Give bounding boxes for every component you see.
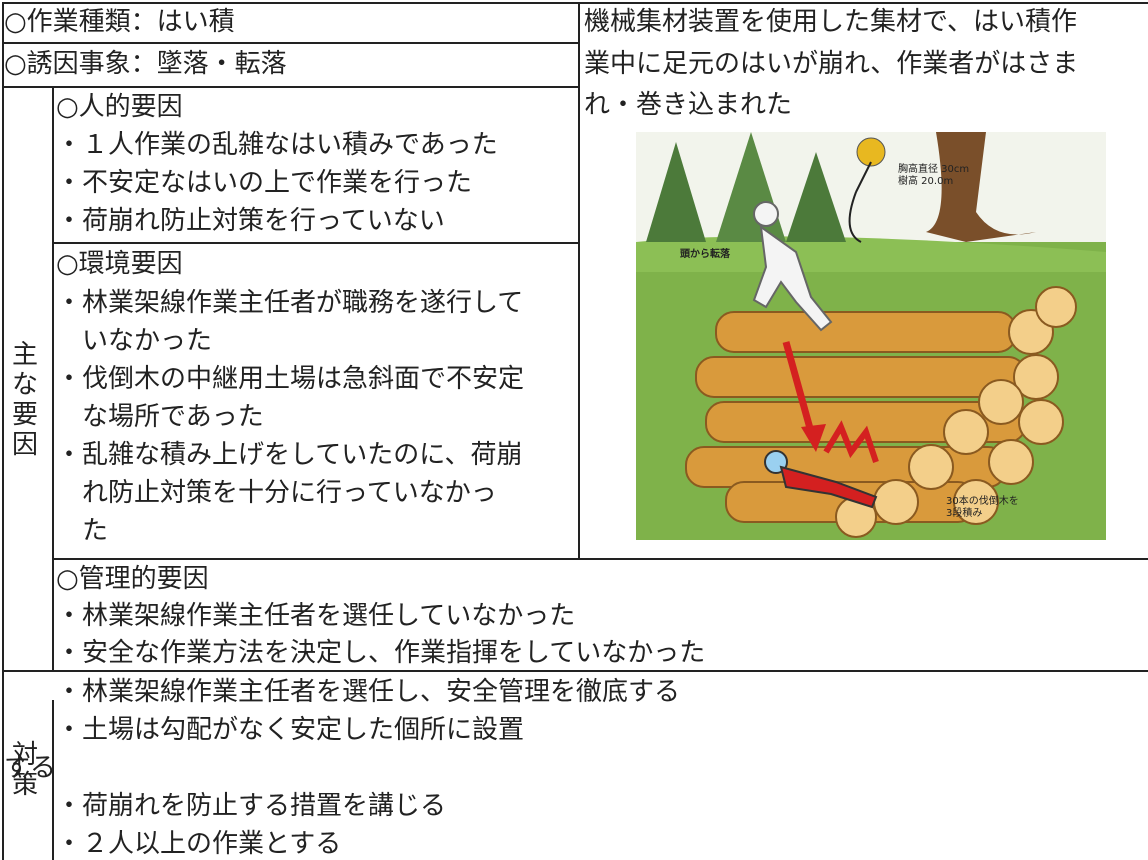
- env-item: ・伐倒木の中継用土場は急斜面で不安定: [56, 364, 525, 394]
- measure-item: ・２人以上の作業とする: [56, 829, 342, 859]
- mgmt-heading: ○管理的要因: [56, 564, 209, 594]
- env-item: れ防止対策を十分に行っていなかっ: [82, 478, 497, 508]
- measure-item: ・林業架線作業主任者を選任し、安全管理を徹底する: [56, 677, 681, 707]
- env-item: いなかった: [82, 326, 213, 356]
- border: [52, 558, 1148, 560]
- border: [52, 86, 54, 672]
- description-line: 業中に足元のはいが崩れ、作業者がはさま: [584, 49, 1079, 79]
- description-line: れ・巻き込まれた: [584, 90, 793, 120]
- human-item: ・１人作業の乱雑なはい積みであった: [56, 130, 498, 160]
- border: [2, 670, 1148, 672]
- border: [52, 242, 578, 244]
- tree-spec: 胸高直径 30cm: [898, 162, 969, 175]
- border: [2, 2, 1148, 4]
- human-item: ・荷崩れ防止対策を行っていない: [56, 206, 445, 236]
- factors-label: 主な要因: [11, 340, 38, 460]
- fall-note: 頭から転落: [680, 247, 731, 260]
- human-heading: ○人的要因: [56, 92, 183, 122]
- env-item: ・乱雑な積み上げをしていたのに、荷崩: [56, 440, 523, 470]
- pile-note: 30本の伐倒木を: [946, 494, 1019, 507]
- countermeasures-label: 対策: [11, 740, 38, 800]
- border: [2, 86, 578, 88]
- border: [578, 2, 580, 560]
- work-type: ○作業種類：はい積: [4, 7, 235, 37]
- border: [2, 2, 4, 860]
- illustration: 胸高直径 30cm 樹高 20.0m 頭から転落 30本の伐倒木を 3段積み: [636, 132, 1106, 540]
- tree-spec: 樹高 20.0m: [898, 174, 953, 187]
- env-heading: ○環境要因: [56, 249, 183, 279]
- measure-item: ・土場は勾配がなく安定した個所に設置: [56, 715, 525, 745]
- border: [52, 700, 54, 860]
- measure-item: ・荷崩れを防止する措置を講じる: [56, 791, 447, 821]
- incident: ○誘因事象：墜落・転落: [4, 49, 287, 79]
- description-line: 機械集材装置を使用した集材で、はい積作: [584, 7, 1077, 37]
- env-item: た: [82, 516, 109, 546]
- mgmt-item: ・安全な作業方法を決定し、作業指揮をしていなかった: [56, 638, 706, 668]
- measure-item: する: [4, 753, 57, 783]
- human-item: ・不安定なはいの上で作業を行った: [56, 168, 473, 198]
- border: [2, 42, 578, 44]
- env-item: ・林業架線作業主任者が職務を遂行して: [56, 288, 524, 318]
- env-item: な場所であった: [82, 402, 264, 432]
- pile-note: 3段積み: [946, 506, 982, 519]
- mgmt-item: ・林業架線作業主任者を選任していなかった: [56, 601, 576, 631]
